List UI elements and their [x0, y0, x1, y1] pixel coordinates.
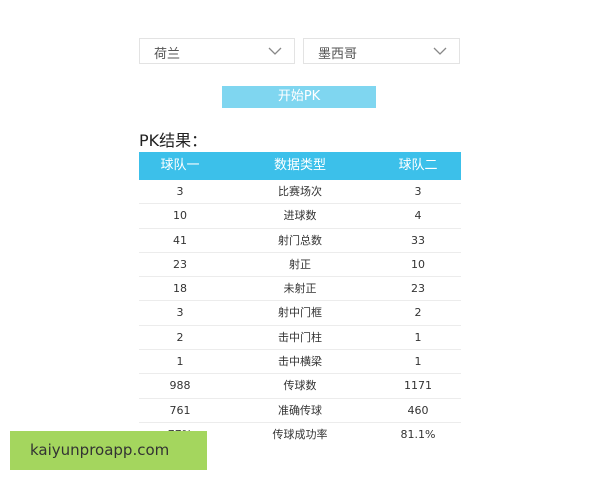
table-cell: 81.1% [400, 427, 436, 440]
table-cell: 23 [411, 282, 425, 296]
header-cell: 数据类型 [273, 158, 326, 173]
table-row: 3 比赛场次 3 [139, 180, 461, 205]
table-cell: 2 [176, 330, 184, 344]
team-select[interactable]: 荷兰 [139, 38, 295, 64]
table-cell: 1 [176, 355, 184, 369]
table-row: 988 传球数 1171 [139, 374, 461, 399]
result-heading: PK结果： [139, 131, 208, 150]
table-cell: 10 [173, 209, 187, 223]
team-select[interactable]: 墨西哥 [303, 38, 460, 64]
table-cell: 761 [169, 403, 191, 417]
table-cell: 传球数 [283, 379, 317, 393]
table-cell: 准确传球 [278, 403, 322, 417]
table-row: 41 射门总数 33 [139, 229, 461, 253]
table-cell: 4 [414, 209, 422, 223]
table-cell: 传球成功率 [272, 427, 328, 440]
table-cell: 18 [173, 282, 187, 296]
table-row: 3 射中门框 2 [139, 301, 461, 326]
overlay-text: kaiyunproapp.com [30, 441, 170, 459]
table-row: 18 未射正 23 [139, 277, 461, 302]
overlay-banner[interactable]: kaiyunproapp.com [10, 431, 207, 470]
table-cell: 射正 [289, 257, 311, 271]
table-cell: 1 [414, 330, 422, 344]
select-value: 墨西哥 [318, 47, 358, 62]
table-row: 10 进球数 4 [139, 204, 461, 229]
table-cell: 988 [169, 379, 191, 393]
table-cell: 3 [414, 185, 422, 198]
table-header: 球队一 数据类型 球队二 [139, 152, 461, 180]
table-cell: 10 [411, 257, 425, 271]
table-row: 2 击中门柱 1 [139, 326, 461, 351]
table-row: 761 准确传球 460 [139, 399, 461, 423]
header-cell: 球队二 [398, 158, 438, 173]
table-cell: 33 [411, 233, 425, 247]
table-cell: 1171 [404, 379, 432, 393]
chevron [268, 47, 282, 55]
table-cell: 击中横梁 [278, 355, 322, 369]
select-value: 荷兰 [154, 47, 181, 62]
table-cell: 进球数 [283, 209, 317, 223]
table-cell: 击中门柱 [278, 330, 322, 344]
header-cell: 球队一 [160, 158, 200, 173]
table-cell: 射门总数 [278, 233, 322, 247]
table-cell: 41 [173, 233, 187, 247]
table-cell: 3 [176, 185, 184, 198]
table-cell: 射中门框 [278, 306, 322, 320]
result-table: 球队一 数据类型 球队二 3 比赛场次 3 10 进球数 4 41 射门总数 33 23 射正 10 18 未射… [139, 152, 461, 440]
table-cell: 460 [407, 403, 429, 417]
table-cell: 3 [176, 306, 184, 320]
start-button[interactable]: 开始PK [222, 86, 376, 108]
table-cell: 23 [173, 257, 187, 271]
table-row: 1 击中横梁 1 [139, 350, 461, 375]
table-cell: 未射正 [283, 282, 317, 296]
table-cell: 1 [414, 355, 422, 369]
table-cell: 2 [414, 306, 422, 320]
table-row: 23 射正 10 [139, 253, 461, 278]
table-cell: 比赛场次 [278, 185, 322, 198]
chevron [433, 47, 447, 55]
